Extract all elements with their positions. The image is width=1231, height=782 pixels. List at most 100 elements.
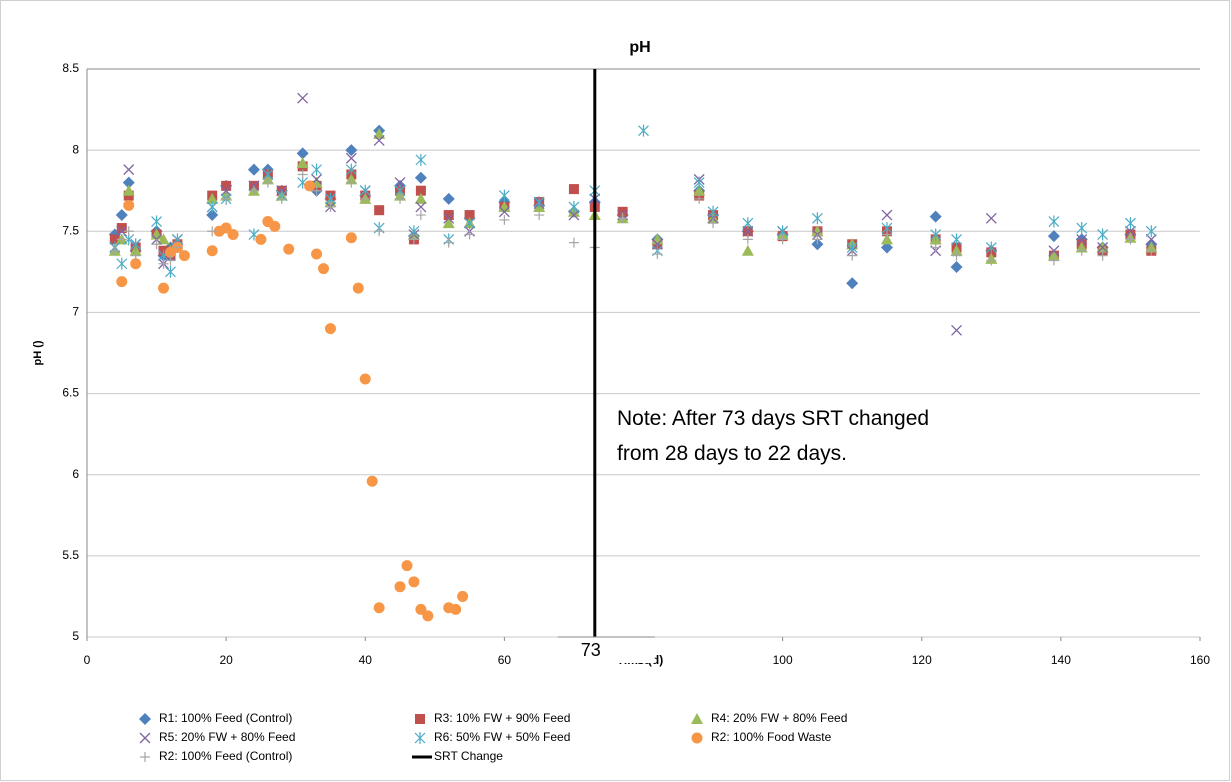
data-point	[985, 212, 997, 224]
data-point	[742, 234, 753, 245]
data-point	[930, 228, 942, 241]
data-point	[694, 193, 705, 204]
x-tick-label: 60	[498, 653, 512, 667]
data-point	[374, 226, 385, 237]
data-point	[220, 185, 232, 197]
data-point	[443, 237, 454, 248]
data-point	[617, 213, 628, 224]
data-point	[951, 324, 962, 336]
data-point	[533, 196, 545, 209]
data-point	[693, 184, 706, 196]
data-point	[116, 234, 127, 245]
data-point	[880, 241, 893, 254]
data-point	[1145, 225, 1157, 238]
data-point	[247, 163, 260, 176]
data-point	[345, 144, 358, 157]
data-point	[276, 193, 287, 204]
data-point	[325, 201, 336, 212]
y-tick-label: 6.5	[62, 386, 79, 400]
data-point	[269, 220, 281, 232]
data-point	[498, 189, 510, 202]
data-point	[1048, 255, 1059, 266]
data-point	[811, 225, 824, 237]
y-tick-label: 6	[72, 467, 79, 481]
legend-label: SRT Change	[434, 749, 503, 763]
data-point	[1048, 215, 1060, 228]
data-point	[311, 248, 323, 260]
data-point	[374, 205, 385, 216]
data-point	[227, 229, 239, 241]
data-point	[930, 242, 941, 253]
data-point	[151, 215, 162, 228]
data-point	[846, 277, 859, 290]
data-point	[464, 217, 476, 230]
data-point	[130, 250, 141, 261]
data-point	[345, 163, 357, 176]
data-point	[248, 185, 259, 196]
legend-marker	[414, 732, 426, 744]
data-point	[568, 237, 579, 248]
data-point	[534, 210, 545, 221]
data-point	[1125, 217, 1136, 230]
annotation: Note: After 73 days SRT changed	[617, 407, 929, 430]
data-point	[394, 581, 406, 593]
data-point	[415, 185, 426, 196]
legend-marker	[139, 732, 151, 744]
data-point	[443, 212, 455, 224]
legend-label: R5: 20% FW + 80% Feed	[159, 730, 295, 744]
data-point	[311, 185, 322, 196]
data-point	[297, 169, 308, 180]
data-point	[1146, 245, 1157, 256]
data-point	[296, 157, 309, 169]
y-tick-label: 5.5	[62, 548, 79, 562]
data-point	[951, 250, 962, 261]
data-point	[123, 199, 135, 211]
data-point	[262, 177, 273, 188]
data-point	[345, 232, 357, 244]
data-point	[366, 475, 378, 487]
data-point	[985, 241, 997, 254]
data-point	[165, 265, 176, 278]
x-tick-label: 140	[1051, 653, 1071, 667]
data-point	[950, 244, 963, 256]
data-point	[221, 193, 232, 204]
data-point	[157, 233, 170, 245]
legend-label: R3: 10% FW + 90% Feed	[434, 711, 570, 725]
data-point	[415, 210, 426, 221]
legend-label: R2: 100% Food Waste	[711, 730, 832, 744]
data-point	[373, 134, 385, 146]
data-point	[457, 590, 469, 602]
y-tick-label: 8	[72, 142, 79, 156]
data-point	[221, 180, 232, 191]
data-point	[311, 163, 322, 176]
data-point	[1048, 245, 1060, 257]
legend-marker	[415, 714, 425, 724]
data-point	[359, 373, 371, 385]
data-point	[220, 222, 232, 234]
data-point	[130, 238, 142, 251]
data-point	[777, 234, 788, 245]
data-point	[115, 209, 128, 222]
data-point	[741, 244, 754, 256]
data-point	[165, 255, 176, 266]
legend-marker	[691, 713, 703, 724]
data-point	[394, 177, 406, 189]
data-point	[130, 258, 142, 270]
x-tick-label: 20	[219, 653, 233, 667]
y-tick-label: 7.5	[62, 223, 79, 237]
data-point	[415, 603, 427, 615]
data-point	[324, 323, 336, 335]
legend-label: R6: 50% FW + 50% Feed	[434, 730, 570, 744]
data-point	[346, 177, 357, 188]
data-point	[352, 282, 364, 294]
data-point	[304, 180, 316, 192]
data-point	[123, 164, 135, 176]
legend-label: R2: 100% Feed (Control)	[159, 749, 292, 763]
data-point	[206, 245, 218, 257]
data-point	[638, 124, 649, 137]
data-point	[847, 250, 858, 261]
annotation: from 28 days to 22 days.	[617, 442, 847, 465]
data-point	[693, 176, 705, 189]
data-point	[206, 200, 218, 213]
